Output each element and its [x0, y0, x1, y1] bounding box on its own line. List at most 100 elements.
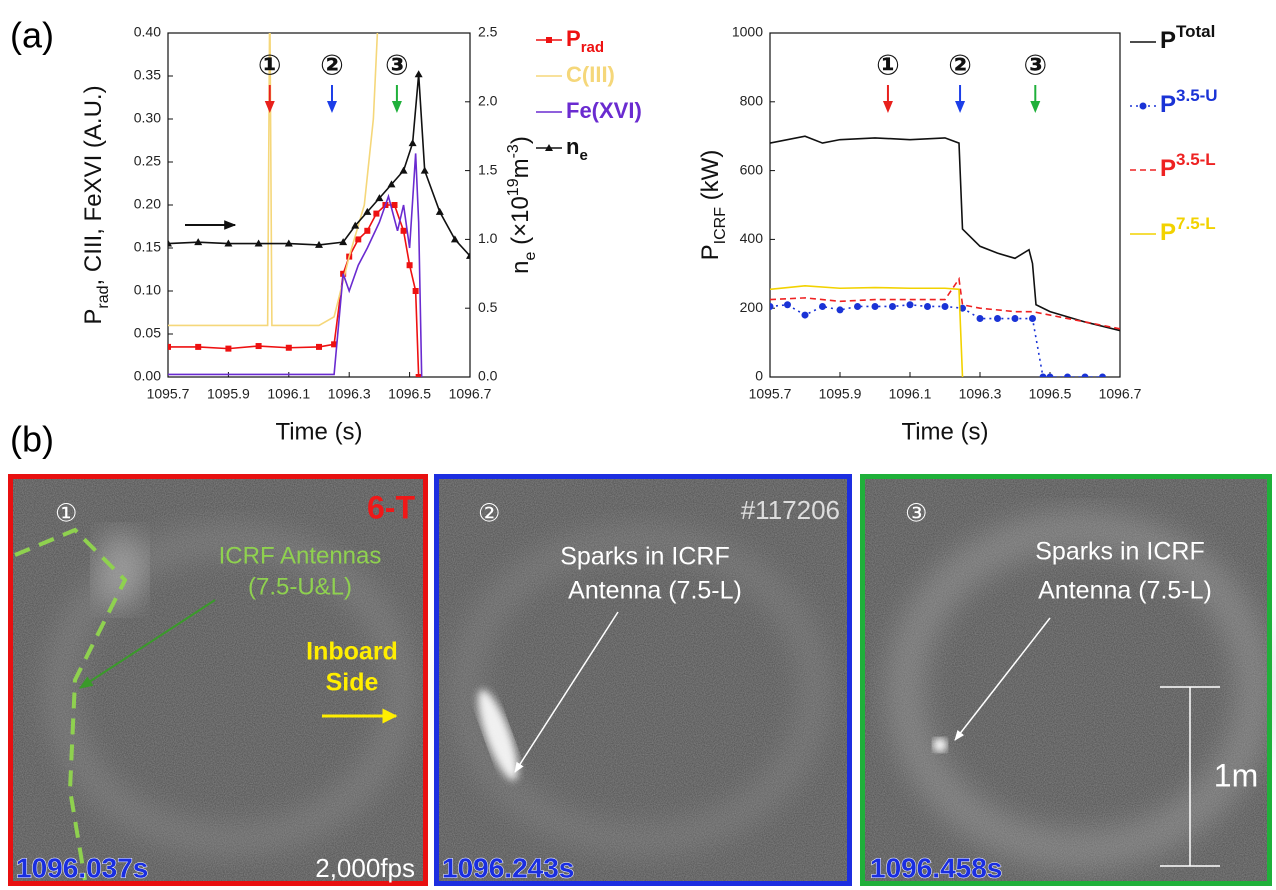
- legend-label-part: P: [1160, 27, 1176, 54]
- axis-label-part: (×10: [507, 196, 534, 251]
- axis-label-part: e: [522, 251, 539, 260]
- annotation: ②: [320, 49, 344, 80]
- point: [409, 139, 417, 146]
- point: [373, 211, 379, 217]
- camera-frame: ③ Sparks in ICRF Antenna (7.5-L) 1m 1096…: [860, 474, 1272, 886]
- x-tick-label: 1096.3: [328, 386, 371, 402]
- y-tick-label: 0.40: [134, 24, 161, 40]
- frame-marker: ①: [55, 500, 77, 528]
- scale-label: 1m: [1214, 757, 1258, 793]
- charts: 1095.71095.91096.11096.31096.51096.70.00…: [80, 0, 1217, 445]
- y-tick-label: 0.20: [134, 196, 161, 212]
- x-tick-label: 1096.1: [889, 386, 932, 402]
- legend-label: P3.5-L: [1160, 150, 1216, 182]
- frame-label: Antenna (7.5-L): [1038, 577, 1212, 605]
- point: [819, 303, 826, 310]
- point: [802, 312, 809, 319]
- point: [889, 303, 896, 310]
- x-tick-label: 1096.1: [267, 386, 310, 402]
- frame-time: 1096.458s: [870, 852, 1002, 883]
- frame-label: Antenna (7.5-L): [568, 577, 742, 605]
- y-tick-label: 0.25: [134, 153, 161, 169]
- legend-label-part: Fe(XVI): [566, 98, 642, 123]
- axis-label-part: -3: [505, 144, 522, 158]
- point: [401, 228, 407, 234]
- x-tick-label: 1096.7: [449, 386, 492, 402]
- frame-marker: ②: [478, 500, 500, 528]
- panel-label: (a): [10, 15, 54, 56]
- x-tick-label: 1095.9: [207, 386, 250, 402]
- y-tick-label: 1000: [732, 24, 763, 40]
- point: [1064, 374, 1071, 381]
- camera-frame: ① 6-T ICRF Antennas (7.5-U&L) Inboard Si…: [8, 474, 428, 886]
- legend-label: Prad: [566, 26, 604, 57]
- frame-label: Side: [326, 669, 379, 697]
- frame-label: (7.5-U&L): [248, 573, 352, 600]
- point: [924, 303, 931, 310]
- x-tick-label: 1095.7: [749, 386, 792, 402]
- axis-label-part: ): [507, 136, 534, 144]
- x-tick-label: 1095.9: [819, 386, 862, 402]
- panel-label: (b): [10, 419, 54, 460]
- axis-label-part: P: [697, 244, 724, 260]
- frame-tag: 6-T: [367, 489, 415, 525]
- point: [1047, 374, 1054, 381]
- point: [415, 70, 423, 77]
- point: [1082, 374, 1089, 381]
- plot-area: [164, 0, 474, 380]
- point: [1029, 315, 1036, 322]
- legend-label: P7.5-L: [1160, 214, 1216, 246]
- point: [436, 208, 444, 215]
- axis-label-part: ICRF: [712, 207, 729, 245]
- legend-label-part: rad: [581, 39, 604, 56]
- y2-tick-label: 1.5: [478, 161, 498, 177]
- point: [837, 306, 844, 313]
- annotation-arrowhead: [265, 101, 275, 113]
- y2-tick-label: 0.5: [478, 299, 498, 315]
- legend-label-part: P: [566, 26, 581, 51]
- y2-tick-label: 2.0: [478, 93, 498, 109]
- plot-frame: [770, 33, 1120, 377]
- axis-label-part: 19: [505, 178, 522, 196]
- legend-label-part: C(III): [566, 62, 615, 87]
- frame-time: 1096.243s: [442, 852, 574, 883]
- point: [451, 235, 459, 242]
- frame-rate: 2,000fps: [315, 853, 415, 883]
- point: [400, 167, 408, 174]
- legend-label: P3.5-U: [1160, 86, 1218, 118]
- y-tick-label: 0.10: [134, 282, 161, 298]
- point: [994, 315, 1001, 322]
- point: [1040, 374, 1047, 381]
- point: [872, 303, 879, 310]
- camera-frame: ② #117206 Sparks in ICRF Antenna (7.5-L)…: [434, 474, 852, 886]
- x-tick-label: 1096.5: [1029, 386, 1072, 402]
- y-tick-label: 0.05: [134, 325, 161, 341]
- y-tick-label: 600: [740, 161, 764, 177]
- legend-label: ne: [566, 134, 588, 165]
- legend-label-part: n: [566, 134, 579, 159]
- point: [364, 228, 370, 234]
- point: [195, 344, 201, 350]
- point: [854, 303, 861, 310]
- frame-label: Sparks in ICRF: [560, 543, 729, 571]
- series-line: [168, 153, 422, 377]
- x-tick-label: 1095.7: [147, 386, 190, 402]
- annotation: ②: [948, 49, 972, 80]
- frame-label: Sparks in ICRF: [1035, 538, 1204, 566]
- annotation-arrowhead: [1030, 101, 1040, 113]
- frame-label: ICRF Antennas: [219, 542, 382, 569]
- axis-label-part: (kW): [697, 150, 724, 207]
- x-axis-label: Time (s): [901, 418, 988, 445]
- frame-shot: #117206: [741, 495, 840, 525]
- x-tick-label: 1096.5: [388, 386, 431, 402]
- y2-axis-label: ne (×1019m-3): [505, 136, 539, 274]
- y-tick-label: 400: [740, 230, 764, 246]
- point: [316, 344, 322, 350]
- point: [165, 344, 171, 350]
- axis-label-part: rad: [95, 285, 112, 308]
- y-tick-label: 0.30: [134, 110, 161, 126]
- legend-label-part: P: [1160, 219, 1176, 246]
- frame-marker: ③: [905, 500, 927, 528]
- annotation: ①: [258, 49, 282, 80]
